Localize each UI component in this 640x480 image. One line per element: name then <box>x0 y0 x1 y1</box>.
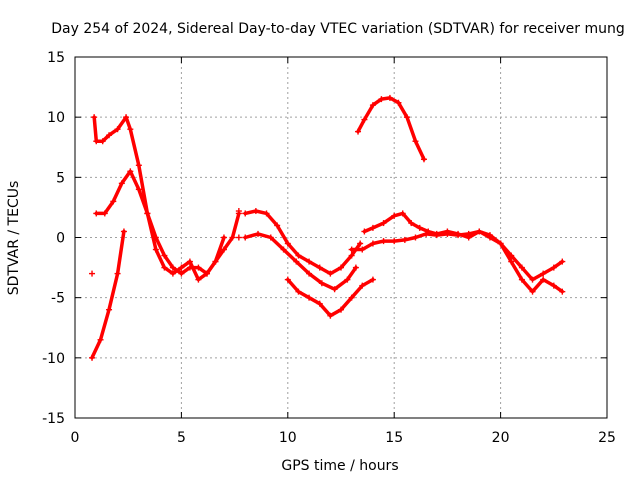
y-tick-label: 15 <box>47 50 65 66</box>
x-tick-label: 20 <box>492 430 510 446</box>
series-line-trace-a <box>92 115 226 282</box>
series-trace-h <box>361 210 566 295</box>
axis-ticks: 0 5 10 15 20 25 -15 -10 -5 0 5 10 15 <box>42 50 616 446</box>
y-tick-label: -15 <box>42 411 65 427</box>
series-trace-g <box>348 228 566 283</box>
x-tick-label: 0 <box>71 430 80 446</box>
x-tick-label: 25 <box>598 430 616 446</box>
x-axis-label: GPS time / hours <box>281 458 398 474</box>
y-tick-label: -5 <box>51 291 65 307</box>
chart-title: Day 254 of 2024, Sidereal Day-to-day VTE… <box>51 21 625 37</box>
series-trace-d <box>242 208 364 277</box>
series-trace-i <box>355 94 427 163</box>
series-line-trace-d <box>243 209 362 276</box>
grid <box>75 57 607 418</box>
y-tick-label: 5 <box>56 170 65 186</box>
y-tick-label: 10 <box>47 110 65 126</box>
series-line-trace-b <box>94 169 241 276</box>
x-tick-label: 10 <box>279 430 297 446</box>
plot-area <box>89 94 566 361</box>
series-line-trace-i <box>356 96 426 162</box>
series-trace-f <box>284 276 376 319</box>
x-tick-label: 15 <box>385 430 403 446</box>
series-line-trace-e <box>243 232 358 291</box>
series-line-trace-c <box>90 229 126 360</box>
y-tick-label: 0 <box>56 231 65 247</box>
series-outliers <box>89 208 242 277</box>
series-trace-a <box>91 114 227 283</box>
y-tick-label: -10 <box>42 351 65 367</box>
y-axis-label: SDTVAR / TECUs <box>6 181 22 296</box>
series-trace-e <box>242 230 359 293</box>
series-trace-b <box>93 168 242 277</box>
x-tick-label: 5 <box>177 430 186 446</box>
series-trace-c <box>89 228 127 361</box>
